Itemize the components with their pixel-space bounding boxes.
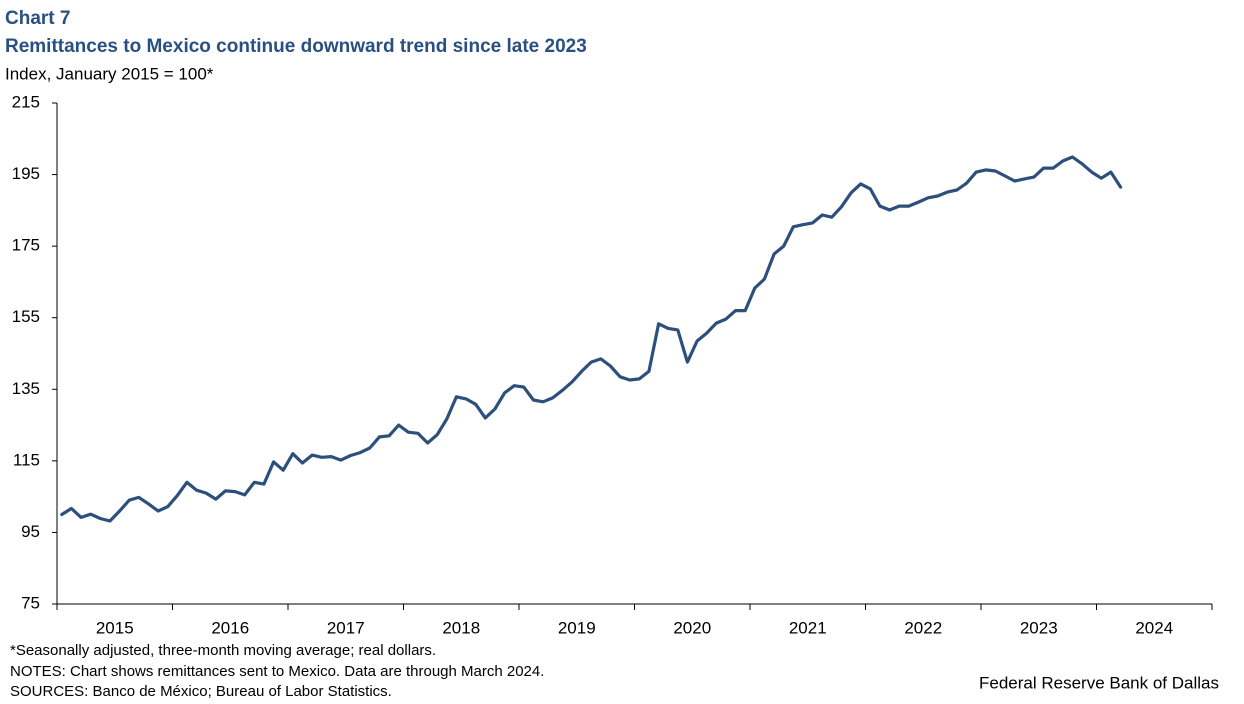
x-tick-label: 2023 <box>1020 618 1058 637</box>
y-tick-label: 95 <box>21 522 40 541</box>
x-tick-label: 2019 <box>558 618 596 637</box>
y-tick-label: 175 <box>12 236 40 255</box>
footnote: *Seasonally adjusted, three-month moving… <box>10 642 436 659</box>
x-tick-label: 2022 <box>904 618 942 637</box>
y-tick-label: 135 <box>12 379 40 398</box>
x-tick-label: 2016 <box>211 618 249 637</box>
x-tick-label: 2021 <box>789 618 827 637</box>
chart-label: Chart 7 <box>5 8 70 29</box>
notes: NOTES: Chart shows remittances sent to M… <box>10 663 544 680</box>
x-tick-label: 2024 <box>1135 618 1173 637</box>
y-tick-label: 215 <box>12 92 40 111</box>
x-tick-label: 2015 <box>96 618 134 637</box>
y-tick-label: 75 <box>21 593 40 612</box>
data-line <box>60 155 1123 523</box>
x-tick-label: 2018 <box>442 618 480 637</box>
y-tick-label: 155 <box>12 307 40 326</box>
chart-title: Remittances to Mexico continue downward … <box>5 36 587 57</box>
sources: SOURCES: Banco de México; Bureau of Labo… <box>10 683 392 700</box>
x-tick-label: 2020 <box>673 618 711 637</box>
y-tick-label: 195 <box>12 164 40 183</box>
x-tick-label: 2017 <box>327 618 365 637</box>
y-tick-label: 115 <box>13 450 40 469</box>
credit: Federal Reserve Bank of Dallas <box>979 673 1219 692</box>
chart-subtitle: Index, January 2015 = 100* <box>5 64 214 83</box>
